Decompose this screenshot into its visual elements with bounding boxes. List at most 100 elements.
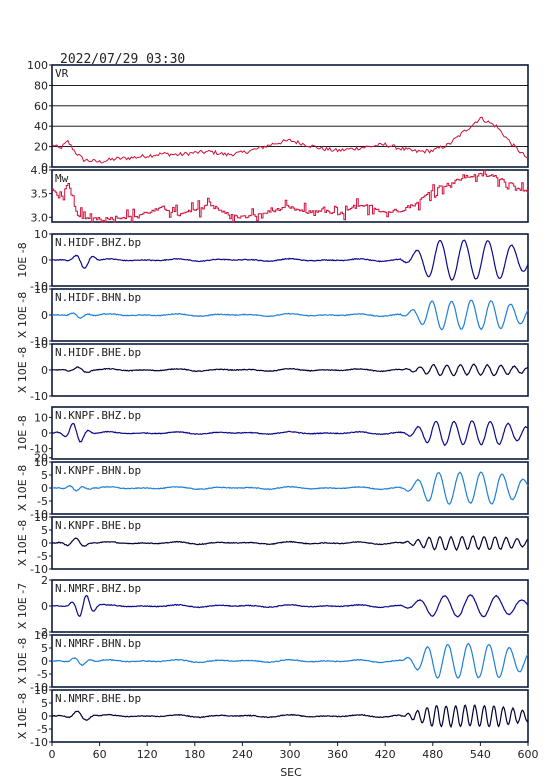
panel-label: N.KNPF.BHN.bp: [55, 464, 141, 477]
y-tick-label: 4.0: [31, 164, 49, 177]
panel-label: N.HIDF.BHN.bp: [55, 291, 141, 304]
y-tick-label: 20: [34, 452, 48, 465]
waveform-line: [51, 594, 529, 618]
y-tick-label: -5: [37, 550, 48, 563]
y-tick-label: -10: [30, 508, 48, 521]
x-tick-label: 540: [470, 748, 491, 761]
panel-stack: 100806040200VR4.03.53.0Mw100-10N.HIDF.BH…: [16, 59, 529, 749]
y-tick-label: 0: [41, 427, 48, 440]
panel-mw: 4.0 3.5 3.0 Mw: [31, 164, 529, 224]
series-line: [52, 169, 529, 223]
panel-n-hidf-bhn-bp: 10 0 -10 N.HIDF.BHN.bp X 10E -8: [16, 283, 529, 348]
x-tick-label: 480: [422, 748, 443, 761]
y-tick-label: -10: [30, 443, 48, 456]
panel-unit-label: X 10E -8: [16, 520, 29, 566]
x-tick-label: 600: [518, 748, 539, 761]
y-tick-label: 0: [41, 537, 48, 550]
x-axis-label: SEC: [280, 766, 302, 779]
y-tick-label: -5: [37, 495, 48, 508]
waveform-line: [51, 239, 529, 281]
y-tick-label: 3.0: [31, 211, 49, 224]
panel-unit-label: X 10E -8: [16, 465, 29, 511]
x-tick-label: 60: [93, 748, 107, 761]
y-tick-label: 40: [34, 120, 48, 133]
x-tick-label: 360: [327, 748, 348, 761]
panel-n-nmrf-bhz-bp: 2 0 -2 N.NMRF.BHZ.bp X 10E -7: [16, 574, 529, 639]
panel-unit-label: X 10E -8: [16, 292, 29, 338]
y-tick-label: 0: [41, 482, 48, 495]
y-tick-label: 10: [34, 456, 48, 469]
waveform-line: [51, 420, 529, 447]
y-tick-label: 0: [41, 710, 48, 723]
y-tick-label: 10: [34, 411, 48, 424]
waveform-line: [51, 363, 529, 377]
waveform-line: [51, 471, 529, 505]
y-tick-label: 80: [34, 79, 48, 92]
panel-label: VR: [55, 67, 69, 80]
x-axis: 0 60 120 180 240 300 360 420 480 540 600: [49, 742, 539, 761]
panel-unit-label: X 10E -7: [16, 583, 29, 629]
y-tick-label: 5: [41, 524, 48, 537]
panel-label: N.NMRF.BHE.bp: [55, 692, 141, 705]
x-tick-label: 120: [137, 748, 158, 761]
panel-unit-label: 10E -8: [16, 242, 29, 277]
y-tick-label: -10: [30, 280, 48, 293]
y-tick-label: 0: [41, 364, 48, 377]
y-tick-label: 10: [34, 283, 48, 296]
waveform-line: [51, 299, 529, 331]
panel-label: Mw: [55, 172, 69, 185]
y-tick-label: -10: [30, 335, 48, 348]
y-tick-label: 10: [34, 228, 48, 241]
y-tick-label: -5: [37, 668, 48, 681]
y-tick-label: 10: [34, 338, 48, 351]
y-tick-label: 2: [41, 574, 48, 587]
x-tick-label: 0: [49, 748, 56, 761]
panel-unit-label: 10E -8: [16, 415, 29, 450]
y-tick-label: 0: [41, 600, 48, 613]
y-tick-label: 5: [41, 642, 48, 655]
y-tick-label: 0: [41, 161, 48, 174]
y-tick-label: 3.5: [31, 188, 49, 201]
series-line: [51, 116, 529, 164]
y-tick-label: -5: [37, 723, 48, 736]
x-tick-label: 240: [232, 748, 253, 761]
x-tick-label: 420: [375, 748, 396, 761]
x-tick-label: 300: [280, 748, 301, 761]
y-tick-label: 10: [34, 629, 48, 642]
panel-frame: [51, 64, 529, 168]
x-tick-label: 180: [184, 748, 205, 761]
panel-vr: 100 80 60 40 20 0 VR: [27, 59, 529, 174]
timestamp-header: 2022/07/29 03:30: [60, 52, 185, 67]
panel-label: N.NMRF.BHN.bp: [55, 637, 141, 650]
panel-n-hidf-bhe-bp: 10 0 -10 N.HIDF.BHE.bp X 10E -8: [16, 338, 529, 403]
waveform-line: [51, 704, 529, 729]
y-tick-label: -10: [30, 681, 48, 694]
panel-unit-label: X 10E -8: [16, 693, 29, 739]
panel-label: N.KNPF.BHZ.bp: [55, 409, 141, 422]
waveform-line: [51, 642, 529, 679]
y-tick-label: 0: [41, 309, 48, 322]
y-tick-label: 5: [41, 469, 48, 482]
y-tick-label: 60: [34, 100, 48, 113]
y-tick-label: 0: [41, 254, 48, 267]
y-tick-label: -10: [30, 736, 48, 749]
y-tick-label: -2: [37, 626, 48, 639]
panel-label: N.HIDF.BHZ.bp: [55, 236, 141, 249]
y-tick-label: 5: [41, 697, 48, 710]
y-tick-label: 20: [34, 141, 48, 154]
panel-frame: [51, 169, 529, 223]
panel-unit-label: X 10E -8: [16, 638, 29, 684]
panel-n-hidf-bhz-bp: 10 0 -10 N.HIDF.BHZ.bp 10E -8: [16, 228, 529, 293]
y-tick-label: 10: [34, 684, 48, 697]
y-tick-label: 10: [34, 511, 48, 524]
panel-unit-label: X 10E -8: [16, 347, 29, 393]
y-tick-label: 100: [27, 59, 48, 72]
y-tick-label: -10: [30, 390, 48, 403]
panel-label: N.KNPF.BHE.bp: [55, 519, 141, 532]
